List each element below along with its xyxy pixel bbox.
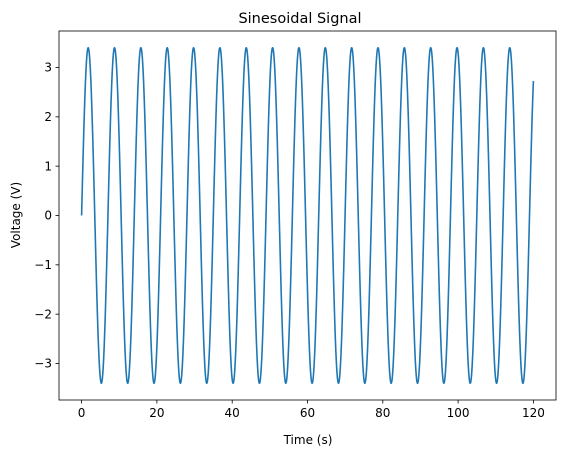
- y-tick-label: −2: [34, 307, 52, 321]
- x-axis-ticks: 0 20 40 60 80 100 120: [78, 400, 545, 420]
- y-axis-label: Voltage (V): [9, 182, 23, 248]
- series-line-voltage: [80, 46, 535, 385]
- x-tick-label: 80: [375, 406, 390, 420]
- y-tick-label: 2: [44, 110, 52, 124]
- chart-title: Sinesoidal Signal: [238, 11, 361, 27]
- y-tick-label: 3: [44, 61, 52, 75]
- x-tick-label: 120: [522, 406, 545, 420]
- x-tick-label: 0: [78, 406, 86, 420]
- x-tick-label: 60: [300, 406, 315, 420]
- y-tick-label: 1: [44, 159, 52, 173]
- y-tick-label: 0: [44, 209, 52, 223]
- x-axis-label: Time (s): [283, 433, 333, 447]
- y-axis-ticks: −3 −2 −1 0 1 2 3: [34, 61, 59, 371]
- y-tick-label: −3: [34, 357, 52, 371]
- y-tick-label: −1: [34, 258, 52, 272]
- plot-data-group: [80, 46, 535, 385]
- x-tick-label: 100: [447, 406, 470, 420]
- x-tick-label: 40: [225, 406, 240, 420]
- x-tick-label: 20: [149, 406, 164, 420]
